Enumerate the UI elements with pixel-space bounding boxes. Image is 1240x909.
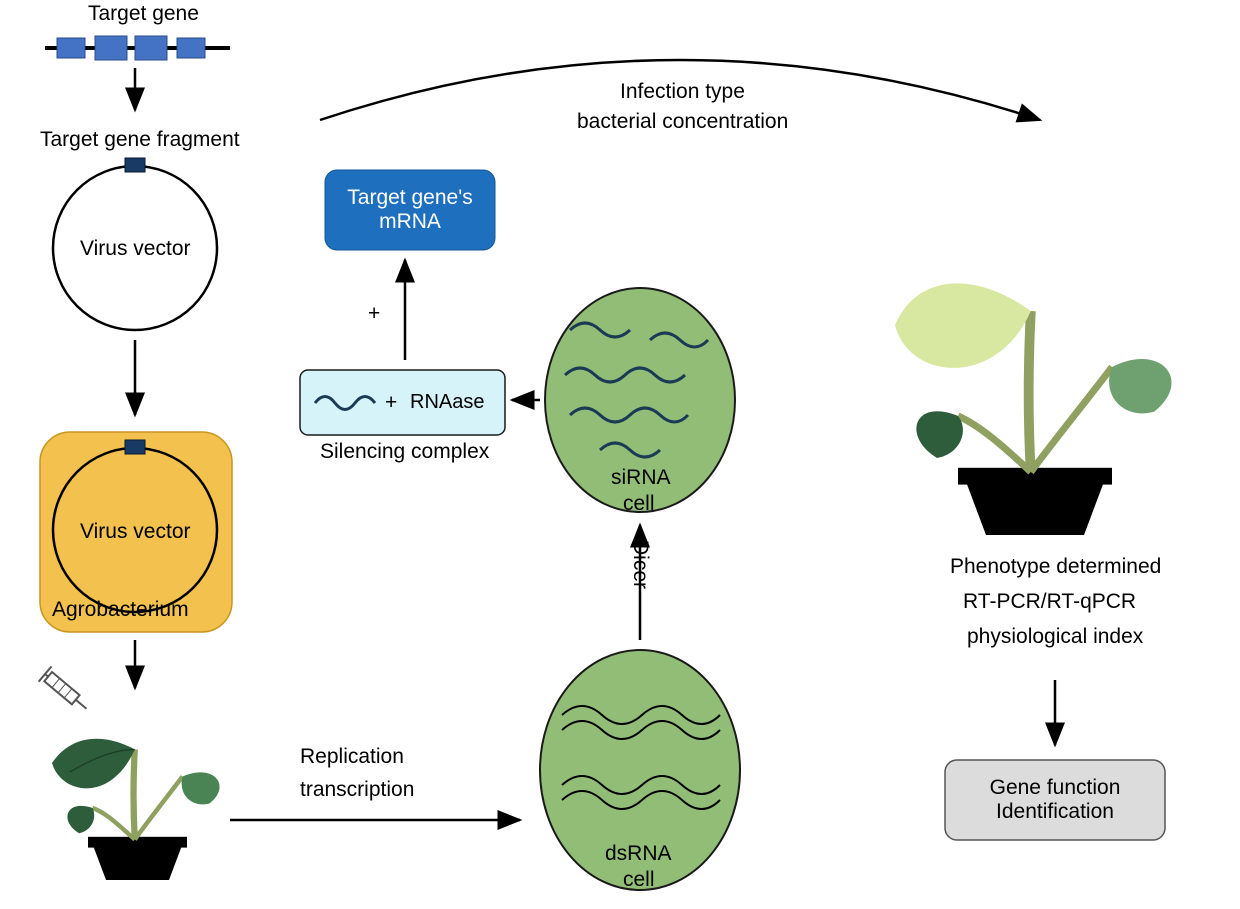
target-gene-icon (45, 36, 230, 60)
cell-dsrna-label: cell (623, 868, 655, 892)
target-gene-label: Target gene (88, 2, 199, 26)
target-mrna-label: Target gene's mRNA (325, 170, 495, 250)
phenotype1-label: Phenotype determined (950, 555, 1161, 579)
plus-in-box: + (385, 391, 397, 415)
silencing-complex-label: Silencing complex (320, 440, 489, 464)
rnaase-label: RNAase (410, 391, 484, 414)
bacterial-conc-label: bacterial concentration (577, 110, 788, 134)
cell-sirna-label: cell (623, 492, 655, 516)
syringe-icon (39, 666, 93, 716)
agrobacterium-label: Agrobacterium (52, 598, 189, 622)
virus-vector-top-label: Virus vector (80, 237, 191, 261)
virus-vector-bottom-label: Virus vector (80, 520, 191, 544)
phenotype2-label: RT-PCR/RT-qPCR (963, 590, 1136, 614)
target-fragment-label: Target gene fragment (40, 128, 240, 152)
plus-outside: + (368, 302, 380, 326)
sirna-label: siRNA (611, 466, 671, 490)
plant-big (895, 283, 1171, 535)
diagram-canvas: Target gene Target gene fragment Virus v… (0, 0, 1240, 909)
infection-type-label: Infection type (620, 80, 745, 104)
plant-small (52, 739, 220, 880)
dsrna-label: dsRNA (605, 842, 672, 866)
phenotype3-label: physiological index (967, 625, 1143, 649)
replication-label: Replication (300, 745, 404, 769)
transcription-label: transcription (300, 778, 414, 802)
gene-function-label: Gene function Identification (945, 760, 1165, 840)
dicer-label: Dicer (628, 540, 652, 589)
